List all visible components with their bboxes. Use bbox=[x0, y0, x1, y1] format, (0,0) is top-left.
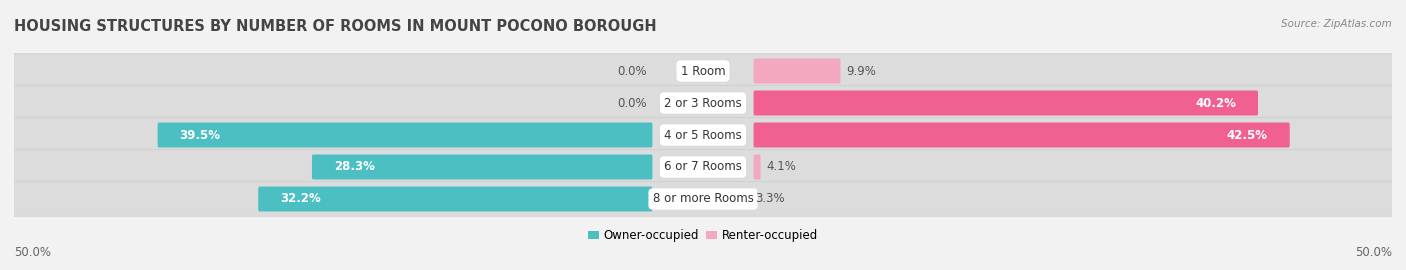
FancyBboxPatch shape bbox=[157, 123, 652, 147]
FancyBboxPatch shape bbox=[312, 154, 652, 180]
FancyBboxPatch shape bbox=[13, 150, 1393, 184]
Text: 0.0%: 0.0% bbox=[617, 96, 647, 110]
FancyBboxPatch shape bbox=[13, 118, 1393, 152]
Text: 4 or 5 Rooms: 4 or 5 Rooms bbox=[664, 129, 742, 141]
Text: 2 or 3 Rooms: 2 or 3 Rooms bbox=[664, 96, 742, 110]
Text: 42.5%: 42.5% bbox=[1227, 129, 1268, 141]
Text: 40.2%: 40.2% bbox=[1195, 96, 1236, 110]
Text: 32.2%: 32.2% bbox=[280, 193, 321, 205]
Legend: Owner-occupied, Renter-occupied: Owner-occupied, Renter-occupied bbox=[583, 224, 823, 247]
Text: 0.0%: 0.0% bbox=[617, 65, 647, 77]
Text: 39.5%: 39.5% bbox=[180, 129, 221, 141]
Text: Source: ZipAtlas.com: Source: ZipAtlas.com bbox=[1281, 19, 1392, 29]
Text: 9.9%: 9.9% bbox=[846, 65, 876, 77]
Text: 50.0%: 50.0% bbox=[1355, 246, 1392, 259]
Text: 4.1%: 4.1% bbox=[766, 160, 796, 174]
FancyBboxPatch shape bbox=[13, 54, 1393, 88]
FancyBboxPatch shape bbox=[13, 86, 1393, 120]
Text: 50.0%: 50.0% bbox=[14, 246, 51, 259]
Text: 6 or 7 Rooms: 6 or 7 Rooms bbox=[664, 160, 742, 174]
Text: 28.3%: 28.3% bbox=[333, 160, 374, 174]
Text: HOUSING STRUCTURES BY NUMBER OF ROOMS IN MOUNT POCONO BOROUGH: HOUSING STRUCTURES BY NUMBER OF ROOMS IN… bbox=[14, 19, 657, 34]
FancyBboxPatch shape bbox=[754, 154, 761, 180]
FancyBboxPatch shape bbox=[13, 182, 1393, 216]
Text: 8 or more Rooms: 8 or more Rooms bbox=[652, 193, 754, 205]
FancyBboxPatch shape bbox=[754, 59, 841, 83]
FancyBboxPatch shape bbox=[754, 123, 1289, 147]
FancyBboxPatch shape bbox=[754, 90, 1258, 116]
Text: 1 Room: 1 Room bbox=[681, 65, 725, 77]
FancyBboxPatch shape bbox=[259, 187, 652, 211]
Text: 3.3%: 3.3% bbox=[755, 193, 785, 205]
